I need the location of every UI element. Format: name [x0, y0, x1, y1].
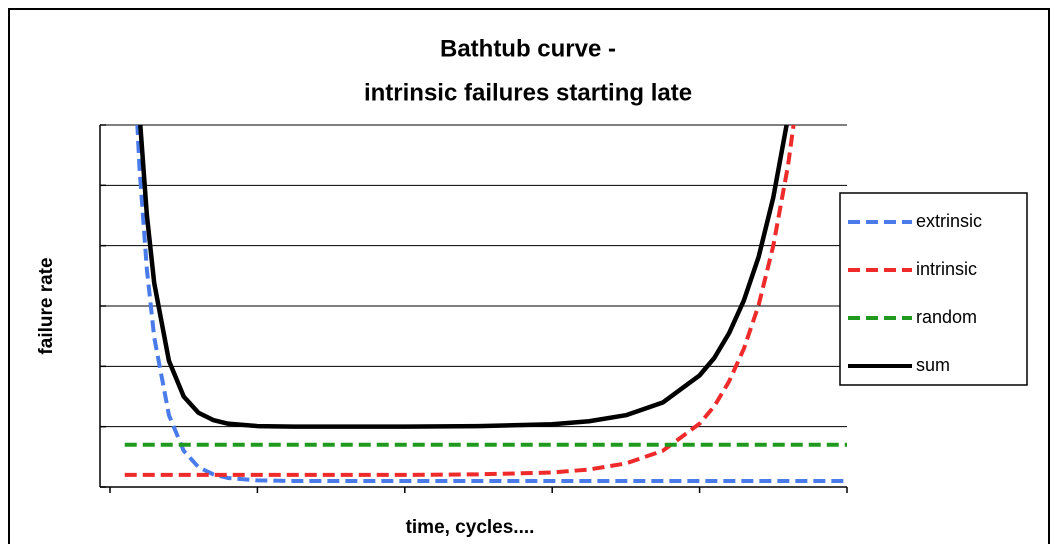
axes: [99, 124, 848, 493]
chart-title: intrinsic failures starting late: [364, 79, 692, 106]
legend-box: [839, 192, 1028, 386]
series-line: [135, 125, 847, 483]
plot-area: [124, 125, 847, 483]
legend-label: random: [916, 307, 977, 327]
y-axis-label: failure rate: [36, 257, 57, 354]
series-line: [124, 125, 796, 477]
series-line: [138, 125, 789, 429]
chart-title: Bathtub curve -: [440, 35, 616, 62]
legend-label: sum: [916, 355, 950, 375]
legend-label: intrinsic: [916, 259, 977, 279]
legend: extrinsic intrinsic random sum: [848, 211, 982, 375]
legend-label: extrinsic: [916, 211, 982, 231]
x-axis-label: time, cycles....: [406, 517, 535, 538]
